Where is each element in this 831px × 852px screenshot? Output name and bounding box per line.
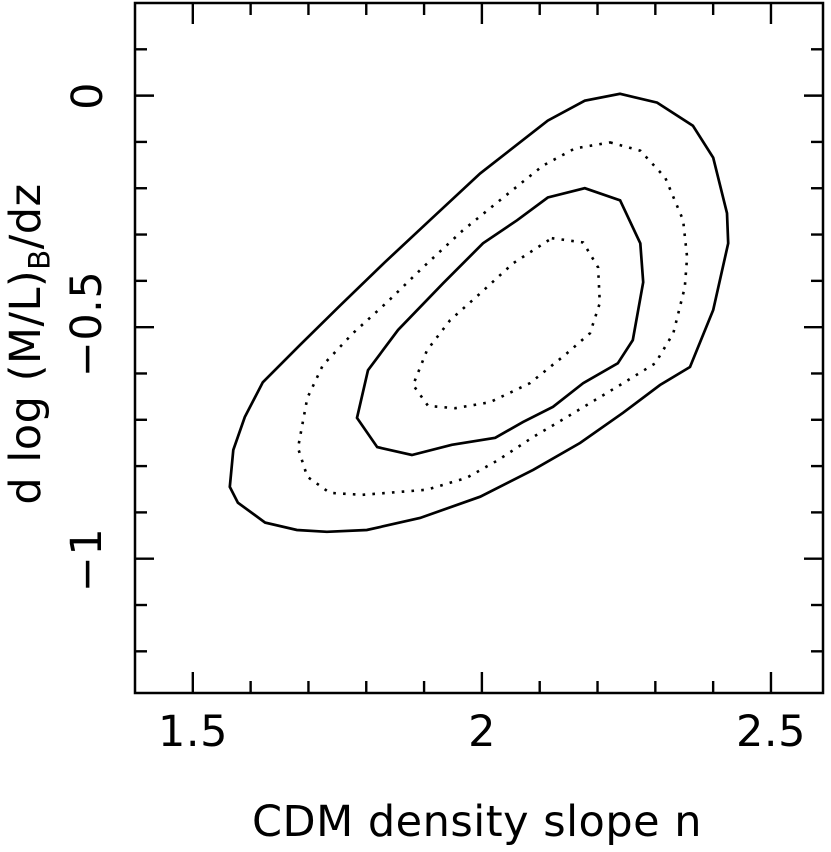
y-tick-label-neg1: −1: [62, 527, 112, 593]
y-axis-title-tail: /dz: [1, 183, 51, 250]
outer-solid-contour: [228, 92, 730, 534]
y-axis-title: d log (M/L)B/dz: [1, 183, 57, 505]
y-tick-label-neg0.5: −0.5: [62, 270, 112, 378]
plot-frame: [133, 1, 825, 695]
x-tick-label-2: 2: [468, 707, 496, 757]
second-dotted-contour: [296, 141, 689, 497]
x-tick-label-2.5: 2.5: [736, 707, 806, 757]
innermost-dotted-contour: [411, 236, 602, 410]
x-tick-label-1.5: 1.5: [158, 707, 228, 757]
x-axis-title: CDM density slope n: [251, 797, 703, 847]
y-axis-title-main: d log (M/L): [1, 269, 51, 505]
inner-solid-contour: [355, 186, 645, 457]
y-axis-title-subscript: B: [22, 249, 57, 270]
y-tick-label-0: 0: [63, 82, 113, 110]
